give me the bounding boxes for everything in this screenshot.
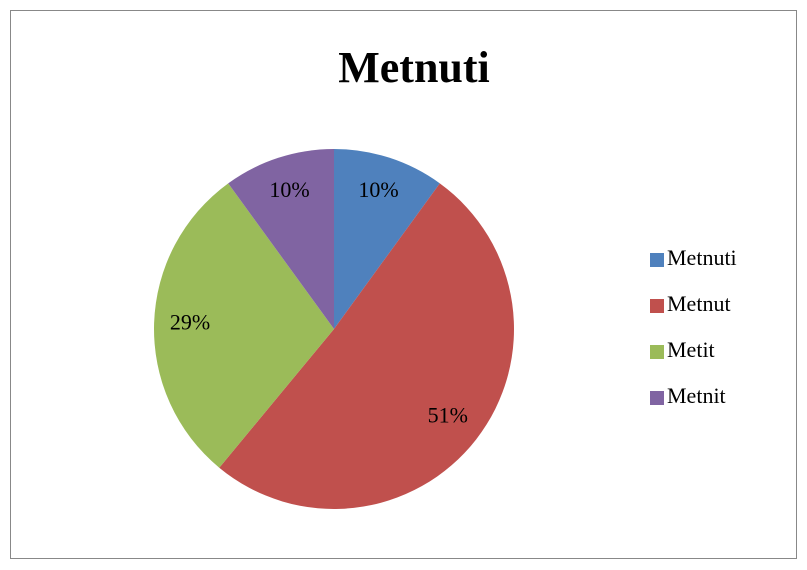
legend-swatch	[650, 253, 664, 267]
data-label: 10%	[269, 177, 309, 202]
pie-slice	[219, 183, 514, 509]
data-label: 51%	[428, 402, 468, 427]
legend-swatch	[650, 345, 664, 359]
legend-label: Metnut	[667, 291, 731, 316]
data-label: 10%	[358, 177, 398, 202]
data-label: 29%	[170, 310, 210, 335]
pie-slice	[153, 183, 334, 468]
pie-slice	[228, 149, 334, 329]
pie-slice	[334, 149, 440, 329]
legend-label: Metit	[667, 337, 715, 362]
chart-title: Metnuti	[338, 43, 490, 92]
legend-label: Metnit	[667, 383, 726, 408]
legend-label: Metnuti	[667, 245, 737, 270]
legend-swatch	[650, 391, 664, 405]
legend-swatch	[650, 299, 664, 313]
